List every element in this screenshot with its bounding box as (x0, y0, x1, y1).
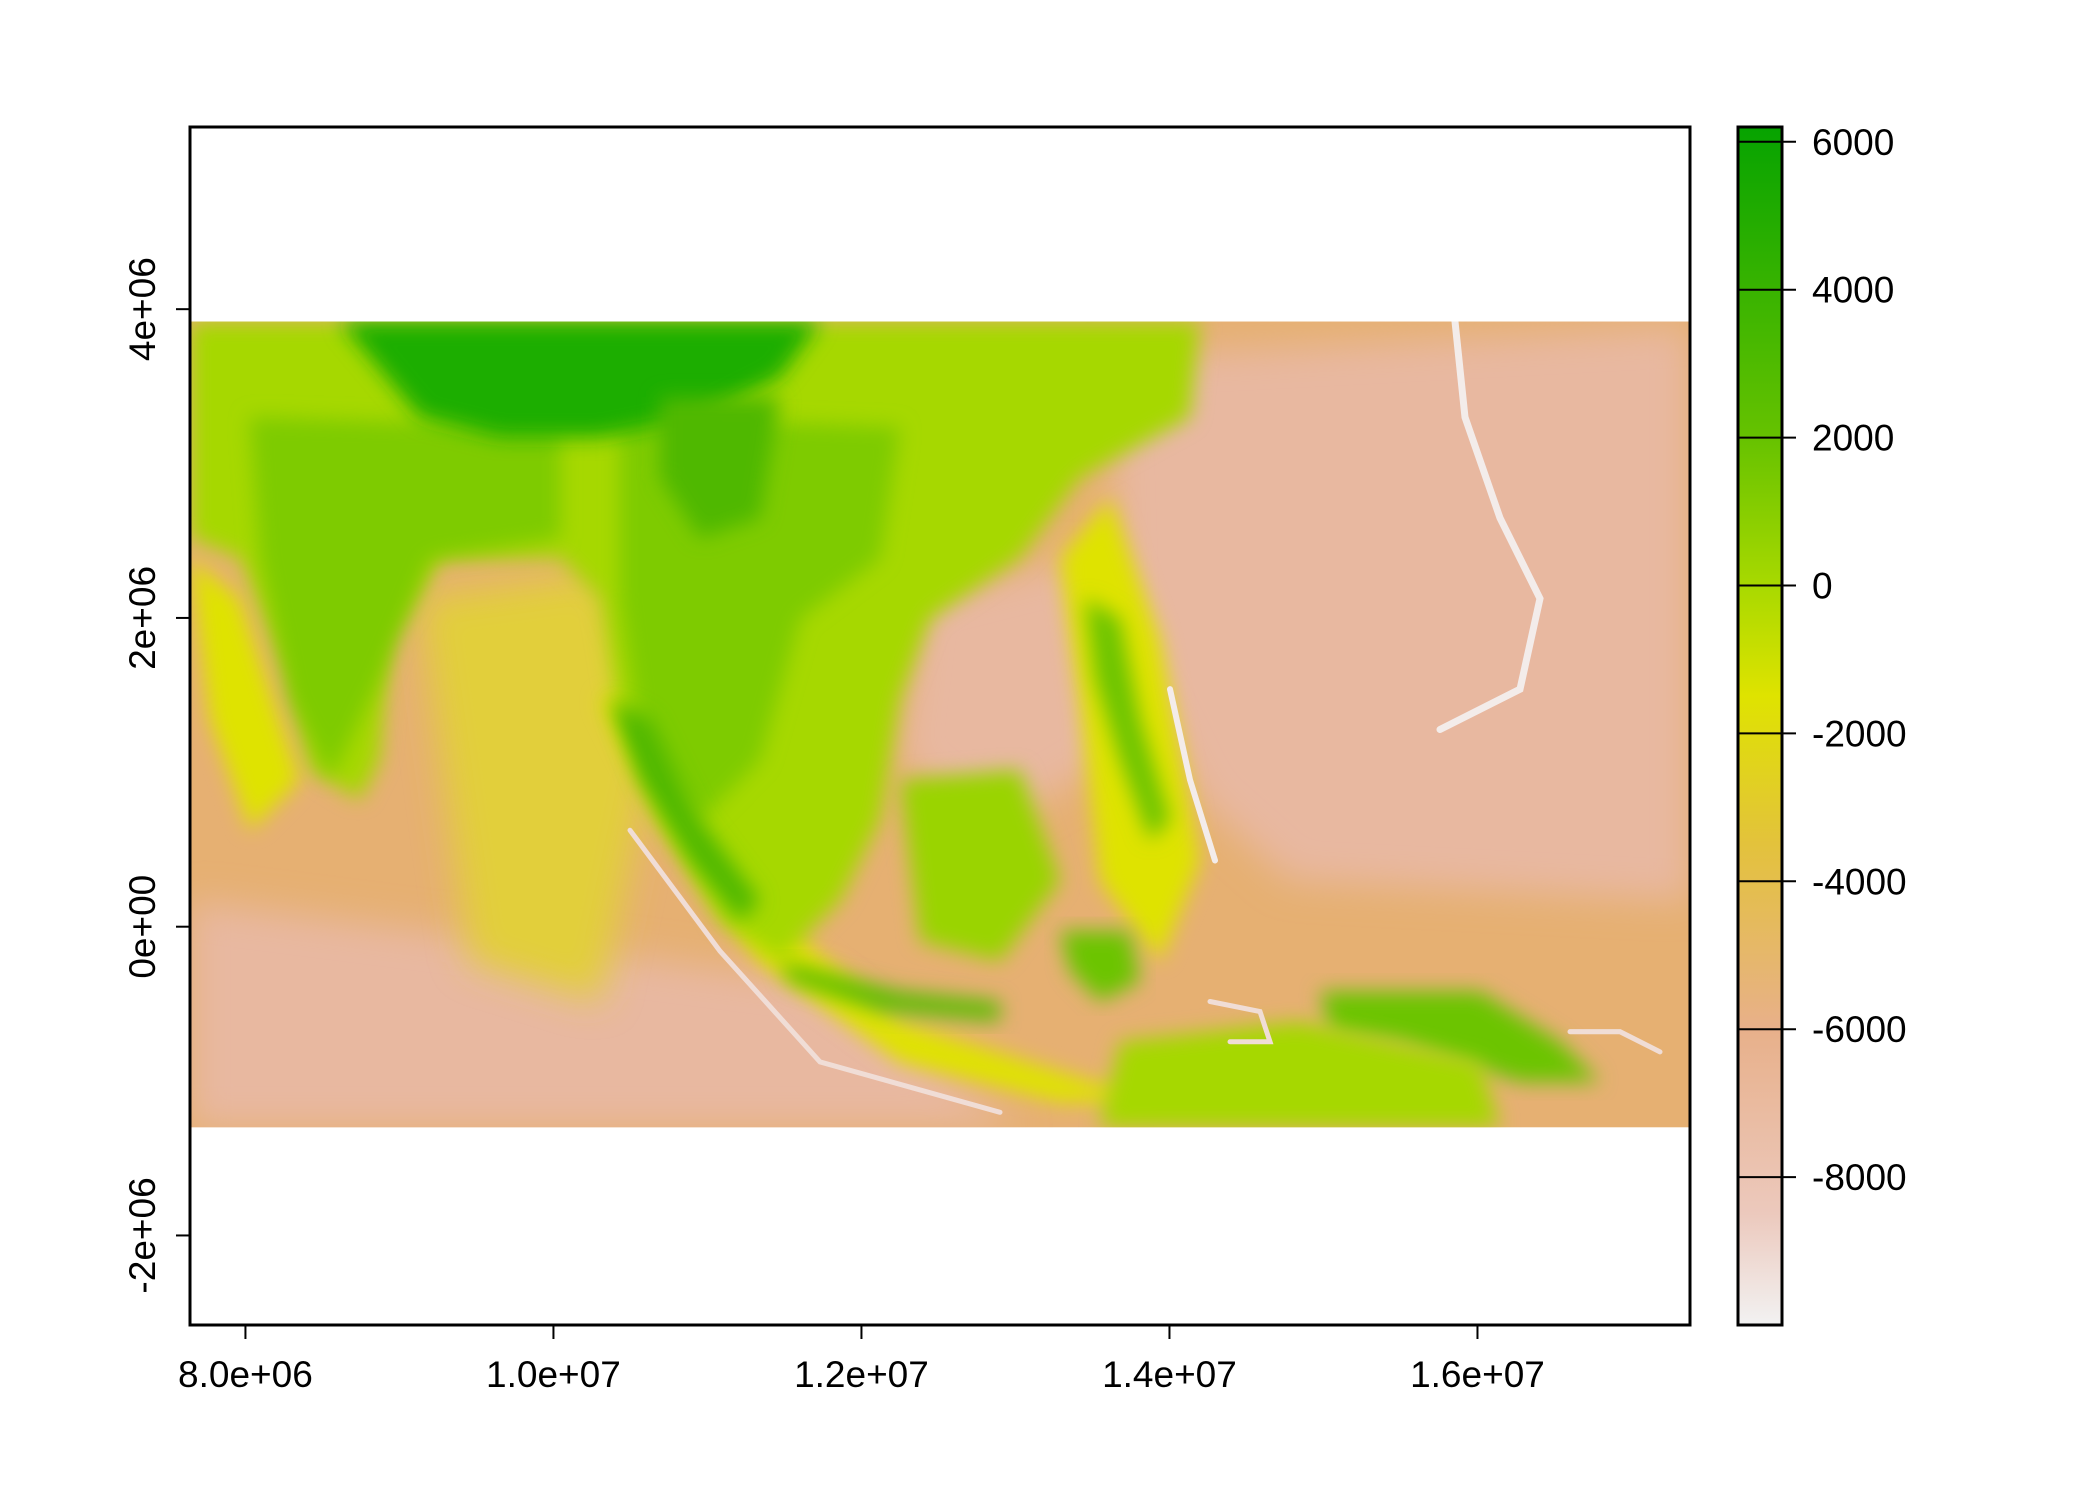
australia-north (1100, 1021, 1500, 1128)
java (780, 961, 1000, 1022)
south-china-sea-basin (900, 558, 1110, 831)
y-tick-label: 2e+06 (122, 566, 163, 670)
legend-color-bar (1738, 127, 1782, 1325)
y-axis: -2e+06 0e+00 2e+06 4e+06 (122, 257, 191, 1294)
yunnan-highland (660, 397, 780, 539)
x-tick-label: 1.4e+07 (1102, 1354, 1237, 1395)
legend-tick-label: 4000 (1812, 270, 1894, 311)
india-plains (250, 417, 560, 780)
sulawesi (1060, 930, 1140, 1002)
legend-tick-label: -2000 (1812, 713, 1907, 754)
legend-ticks: 6000 4000 2000 0 -2000 -4000 -6000 -8000 (1738, 122, 1907, 1198)
legend-tick-label: 2000 (1812, 418, 1894, 459)
borneo-sunda-shelf-land (900, 769, 1060, 962)
legend-frame (1736, 125, 1784, 1327)
arabian-shelf (190, 558, 300, 831)
legend-tick-label: -6000 (1812, 1009, 1907, 1050)
philippine-trench (1167, 686, 1218, 864)
legend-tick-label: -4000 (1812, 861, 1907, 902)
philippines-islands (1085, 598, 1170, 841)
sumatra (610, 699, 760, 921)
new-britain-trench (1567, 1029, 1663, 1055)
bay-of-bengal-shelf (420, 573, 660, 1002)
legend-tick-label: 0 (1812, 565, 1833, 606)
x-tick-label: 1.2e+07 (794, 1354, 929, 1395)
x-tick-label: 1.6e+07 (1410, 1354, 1545, 1395)
elevation-raster (190, 321, 1690, 1128)
raster-features (190, 321, 1690, 1128)
y-tick-label: -2e+06 (122, 1177, 163, 1293)
y-tick-label: 0e+00 (122, 875, 163, 979)
new-guinea (1320, 991, 1600, 1083)
color-legend: 6000 4000 2000 0 -2000 -4000 -6000 -8000 (1736, 122, 1907, 1327)
x-axis: 8.0e+06 1.0e+07 1.2e+07 1.4e+07 1.6e+07 (178, 1324, 1545, 1395)
banda-arc-trench (1207, 998, 1274, 1045)
mariana-trench (1436, 321, 1544, 734)
x-tick-label: 1.0e+07 (486, 1354, 621, 1395)
java-trench (627, 827, 1003, 1115)
x-tick-label: 8.0e+06 (178, 1354, 313, 1395)
deep-ocean-pacific (1110, 326, 1690, 901)
deep-ocean-indian (190, 900, 1020, 1128)
legend-tick-label: -8000 (1812, 1157, 1907, 1198)
legend-tick-label: 6000 (1812, 122, 1894, 163)
y-tick-label: 4e+06 (122, 257, 163, 361)
